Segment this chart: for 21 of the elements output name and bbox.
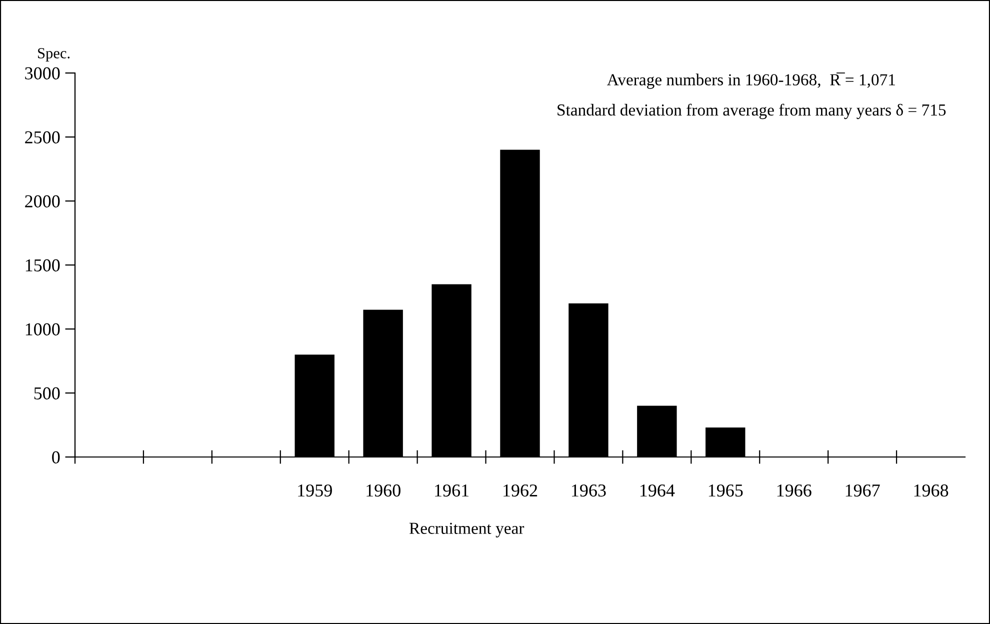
y-tick-label: 0 xyxy=(52,451,60,464)
x-tick-label: 1962 xyxy=(504,484,538,497)
y-tick-label: 1000 xyxy=(26,323,60,336)
x-tick-label: 1960 xyxy=(366,484,400,497)
x-tick-label: 1965 xyxy=(708,484,743,497)
y-tick-label: 500 xyxy=(34,387,60,400)
x-axis-title: Recruitment year xyxy=(409,522,524,538)
x-tick-label: 1966 xyxy=(777,484,812,497)
x-tick-label: 1959 xyxy=(298,484,332,497)
y-tick-label: 1500 xyxy=(26,259,60,272)
y-tick-label: 3000 xyxy=(25,67,60,80)
x-tick-label: 1961 xyxy=(435,484,469,497)
y-axis-title: Spec. xyxy=(38,48,70,62)
x-tick-label: 1967 xyxy=(846,484,880,497)
x-tick-label: 1964 xyxy=(640,484,675,497)
y-tick-label: 2500 xyxy=(25,131,60,144)
y-tick-label: 2000 xyxy=(25,195,60,208)
annotation: Standard deviation from average from many years δ = 715 xyxy=(558,104,946,120)
annotation: Average numbers in 1960-1968, R̅ = 1,071 xyxy=(606,72,895,89)
x-tick-label: 1968 xyxy=(914,484,948,497)
x-tick-label: 1963 xyxy=(572,484,606,497)
